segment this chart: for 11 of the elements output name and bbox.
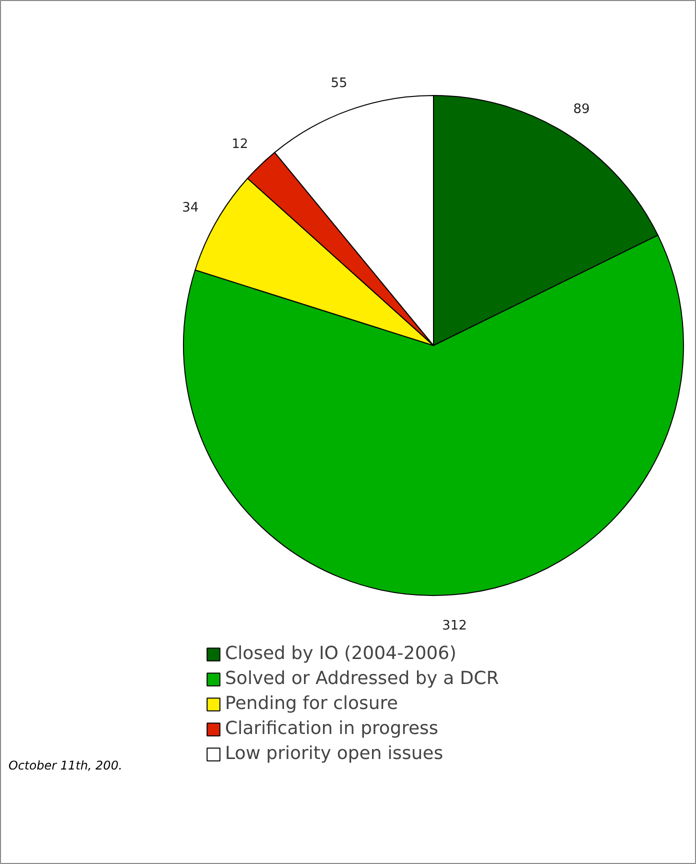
text: October 11th, 200. [8,758,122,772]
legend-label: Solved or Addressed by a DCR [225,668,499,689]
legend-label: Closed by IO (2004-2006) [225,643,456,664]
legend-label: Low priority open issues [225,743,444,764]
data-label: 34 [182,200,199,216]
data-label: 55 [330,76,348,91]
data-label: 12 [232,137,248,152]
data-label: 89 [573,102,590,117]
legend-label: Pending for closure [225,693,398,714]
data-label: 312 [442,618,467,634]
legend-label: Clarification in progress [225,718,438,739]
